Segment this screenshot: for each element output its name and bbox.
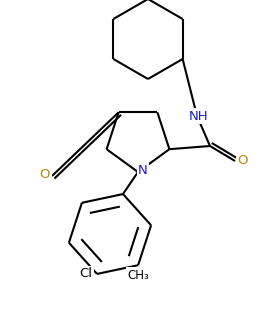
- Text: Cl: Cl: [80, 267, 92, 281]
- Text: O: O: [238, 155, 248, 168]
- Text: O: O: [40, 168, 50, 181]
- Text: N: N: [138, 165, 148, 178]
- Text: CH₃: CH₃: [127, 269, 149, 282]
- Text: NH: NH: [189, 110, 209, 122]
